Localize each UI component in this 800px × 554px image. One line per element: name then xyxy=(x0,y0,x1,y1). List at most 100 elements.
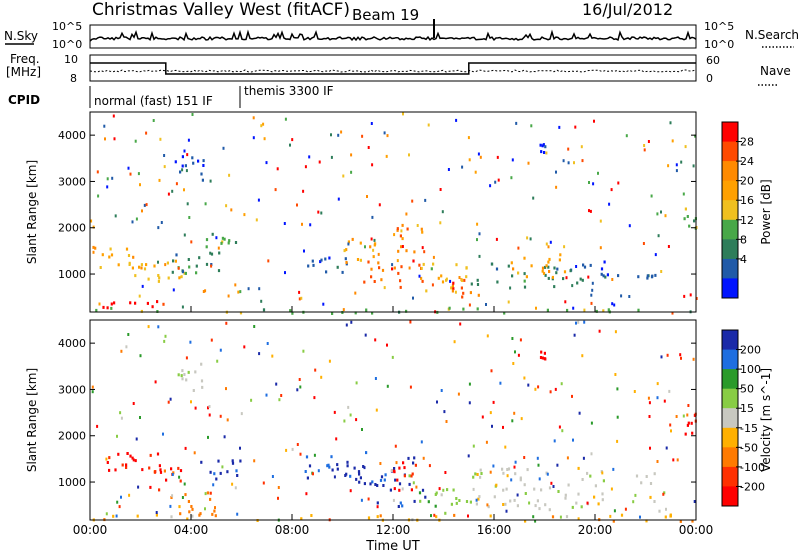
velocity-cell xyxy=(394,478,397,482)
power-cell xyxy=(547,265,550,269)
power-cell xyxy=(455,263,458,267)
velocity-cell xyxy=(179,479,182,483)
power-cell xyxy=(441,210,444,214)
velocity-cell xyxy=(363,466,366,470)
velocity-cell xyxy=(408,482,411,486)
power-cell xyxy=(210,263,213,266)
power-cell xyxy=(452,281,455,285)
velocity-cell xyxy=(371,480,374,484)
velocity-cell xyxy=(436,400,438,404)
power-cell xyxy=(512,267,515,271)
power-cell xyxy=(421,230,424,234)
velocity-cell xyxy=(327,463,330,467)
velocity-cell xyxy=(219,414,222,418)
velocity-cell xyxy=(346,460,349,464)
velocity-cell xyxy=(191,514,194,518)
power-cell xyxy=(198,256,201,260)
power-cell xyxy=(317,210,320,214)
power-cell xyxy=(547,245,550,249)
power-cell xyxy=(439,188,442,191)
power-cell xyxy=(230,208,233,212)
velocity-cell xyxy=(239,446,241,450)
velocity-cell xyxy=(280,394,283,397)
power-cell xyxy=(252,116,255,120)
velocity-cell xyxy=(159,468,162,472)
velocity-cell xyxy=(165,478,168,482)
power-cell xyxy=(401,237,404,241)
velocity-cell xyxy=(682,414,685,418)
power-cell xyxy=(151,305,154,309)
velocity-cell xyxy=(534,504,537,508)
velocity-cell xyxy=(239,459,242,463)
velocity-cell xyxy=(446,488,449,492)
velocity-cell xyxy=(91,390,94,394)
velocity-cell xyxy=(676,458,679,462)
velocity-cell xyxy=(343,419,346,423)
power-cell xyxy=(396,259,399,263)
power-cell xyxy=(139,183,141,187)
power-cell xyxy=(191,113,194,116)
velocity-cell xyxy=(564,493,567,497)
power-cell xyxy=(147,277,150,281)
velocity-cell xyxy=(511,337,514,340)
velocity-cell xyxy=(575,501,578,505)
power-cell xyxy=(137,172,140,176)
power-cell xyxy=(158,276,161,280)
velocity-cell xyxy=(106,461,109,464)
power-cell xyxy=(342,308,345,312)
power-cell xyxy=(92,250,95,254)
power-cell xyxy=(478,232,481,236)
velocity-cell xyxy=(121,463,124,467)
velocity-colorbar-swatch xyxy=(722,388,738,409)
power-cell xyxy=(582,263,585,267)
power-cell xyxy=(657,234,660,238)
cpid-mode-1: normal (fast) 151 IF xyxy=(94,94,213,108)
power-cell xyxy=(186,153,189,157)
power-cell xyxy=(604,275,607,279)
power-ylabel: Slant Range [km] xyxy=(25,160,39,264)
velocity-cell xyxy=(362,465,365,468)
velocity-cell xyxy=(184,493,187,497)
power-cell xyxy=(489,184,492,188)
power-cell xyxy=(396,227,399,231)
velocity-cell xyxy=(534,387,537,391)
power-cell xyxy=(545,242,548,246)
velocity-cell xyxy=(389,488,392,492)
power-cell xyxy=(157,260,159,264)
velocity-cell xyxy=(675,415,678,418)
velocity-cell xyxy=(391,355,394,359)
velocity-cell xyxy=(541,356,544,360)
power-cell xyxy=(496,155,499,159)
velocity-cell xyxy=(438,487,441,491)
velocity-cell xyxy=(502,503,505,506)
power-cell xyxy=(530,264,533,268)
velocity-cell xyxy=(170,467,173,471)
power-cell xyxy=(204,289,207,293)
power-cell xyxy=(637,308,640,312)
power-cell xyxy=(540,150,543,154)
velocity-cell xyxy=(491,424,493,428)
power-cell xyxy=(184,271,187,275)
power-cell xyxy=(304,165,307,169)
power-cell xyxy=(344,257,347,261)
velocity-cell xyxy=(114,468,117,472)
velocity-cell xyxy=(455,497,458,500)
power-cell xyxy=(558,125,561,129)
power-cell xyxy=(252,136,255,140)
velocity-cell xyxy=(468,401,471,405)
power-cell xyxy=(99,266,102,269)
velocity-cell xyxy=(116,500,119,504)
velocity-cell xyxy=(544,357,547,361)
power-cell xyxy=(143,203,146,207)
velocity-cell xyxy=(670,429,672,433)
velocity-cell xyxy=(424,495,427,499)
power-cell xyxy=(373,243,376,247)
velocity-cell xyxy=(499,381,502,385)
velocity-cell xyxy=(132,402,135,405)
power-cell xyxy=(593,119,595,123)
velocity-cell xyxy=(217,459,220,463)
power-cell xyxy=(565,276,568,280)
velocity-cell xyxy=(194,406,197,410)
velocity-cell xyxy=(581,354,584,358)
velocity-cell xyxy=(686,413,689,417)
